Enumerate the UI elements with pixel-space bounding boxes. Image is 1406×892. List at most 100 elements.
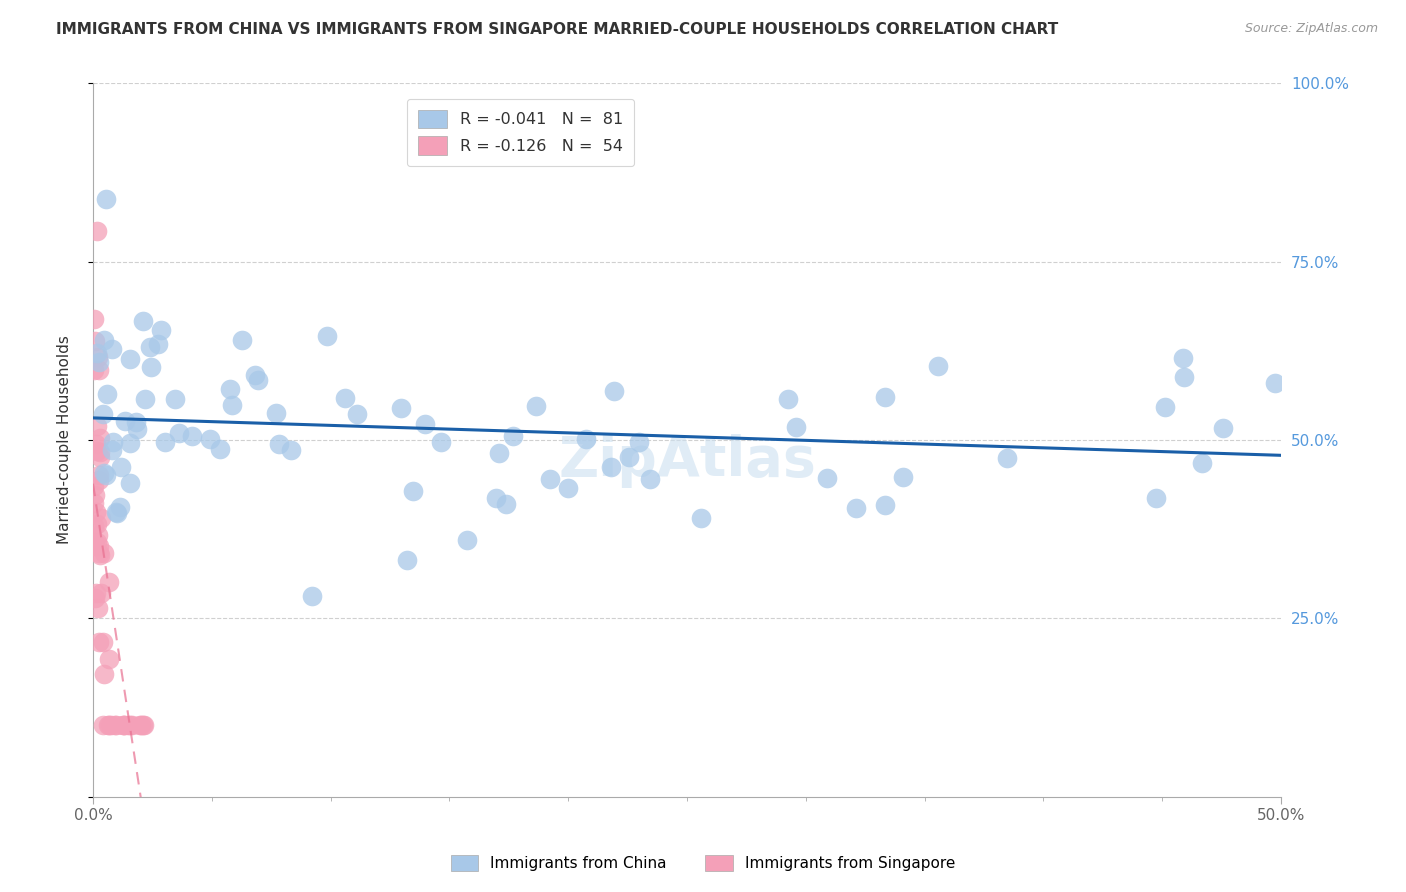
Point: [97, 574, 120, 589]
Point: [149, 323, 172, 337]
Point: [575, 432, 598, 446]
Point: [301, 589, 323, 603]
Point: [198, 433, 221, 447]
Point: [100, 718, 122, 732]
Point: [221, 398, 243, 412]
Point: [389, 401, 412, 415]
Point: [1264, 376, 1286, 390]
Point: [600, 460, 623, 475]
Point: [557, 481, 579, 495]
Point: [83, 518, 105, 533]
Point: [110, 460, 132, 475]
Point: [132, 314, 155, 328]
Point: [243, 368, 266, 383]
Point: [395, 553, 418, 567]
Point: [84, 586, 107, 600]
Point: [1173, 370, 1195, 384]
Point: [104, 718, 127, 732]
Point: [114, 413, 136, 427]
Point: [87, 527, 110, 541]
Point: [181, 429, 204, 443]
Point: [456, 533, 478, 548]
Point: [111, 718, 134, 732]
Point: [815, 471, 838, 485]
Point: [97, 718, 120, 732]
Point: [163, 392, 186, 406]
Point: [87, 467, 110, 482]
Point: [86, 224, 108, 238]
Point: [93, 667, 115, 681]
Point: [120, 351, 142, 366]
Point: [84, 505, 107, 519]
Point: [91, 635, 114, 649]
Point: [413, 417, 436, 432]
Point: [98, 718, 121, 732]
Point: [89, 450, 111, 465]
Point: [83, 535, 105, 549]
Point: [89, 445, 111, 459]
Point: [87, 473, 110, 487]
Point: [93, 333, 115, 347]
Point: [402, 483, 425, 498]
Point: [84, 334, 107, 349]
Point: [112, 718, 135, 732]
Point: [785, 420, 807, 434]
Point: [153, 435, 176, 450]
Point: [121, 718, 143, 732]
Point: [538, 472, 561, 486]
Point: [90, 511, 112, 525]
Point: [101, 443, 124, 458]
Point: [139, 359, 162, 374]
Point: [120, 718, 142, 732]
Point: [266, 406, 288, 420]
Point: [118, 476, 141, 491]
Point: [86, 534, 108, 549]
Point: [93, 546, 115, 560]
Point: [86, 517, 108, 532]
Point: [94, 467, 117, 482]
Point: [127, 422, 149, 436]
Point: [101, 434, 124, 449]
Point: [87, 363, 110, 377]
Point: [1173, 351, 1195, 365]
Point: [995, 451, 1018, 466]
Point: [101, 342, 124, 356]
Point: [927, 359, 949, 374]
Point: [83, 487, 105, 501]
Point: [84, 437, 107, 451]
Point: [208, 442, 231, 456]
Point: [333, 391, 356, 405]
Y-axis label: Married-couple Households: Married-couple Households: [58, 335, 72, 544]
Point: [628, 434, 651, 449]
Point: [247, 373, 270, 387]
Point: [134, 718, 156, 732]
Point: [524, 399, 547, 413]
Point: [1212, 420, 1234, 434]
Point: [84, 539, 107, 553]
Point: [280, 442, 302, 457]
Point: [105, 506, 128, 520]
Text: ZipAtlas: ZipAtlas: [558, 434, 815, 489]
Point: [83, 362, 105, 376]
Point: [87, 355, 110, 369]
Point: [83, 479, 105, 493]
Point: [108, 500, 131, 515]
Point: [1191, 457, 1213, 471]
Point: [1144, 491, 1167, 505]
Point: [118, 436, 141, 450]
Point: [132, 718, 155, 732]
Point: [429, 435, 451, 450]
Point: [87, 351, 110, 365]
Point: [346, 407, 368, 421]
Point: [112, 718, 135, 732]
Point: [875, 498, 897, 512]
Point: [117, 718, 139, 732]
Point: [87, 600, 110, 615]
Point: [128, 718, 150, 732]
Point: [891, 470, 914, 484]
Point: [84, 591, 107, 606]
Point: [125, 415, 148, 429]
Point: [96, 387, 118, 401]
Point: [83, 312, 105, 326]
Point: [873, 390, 896, 404]
